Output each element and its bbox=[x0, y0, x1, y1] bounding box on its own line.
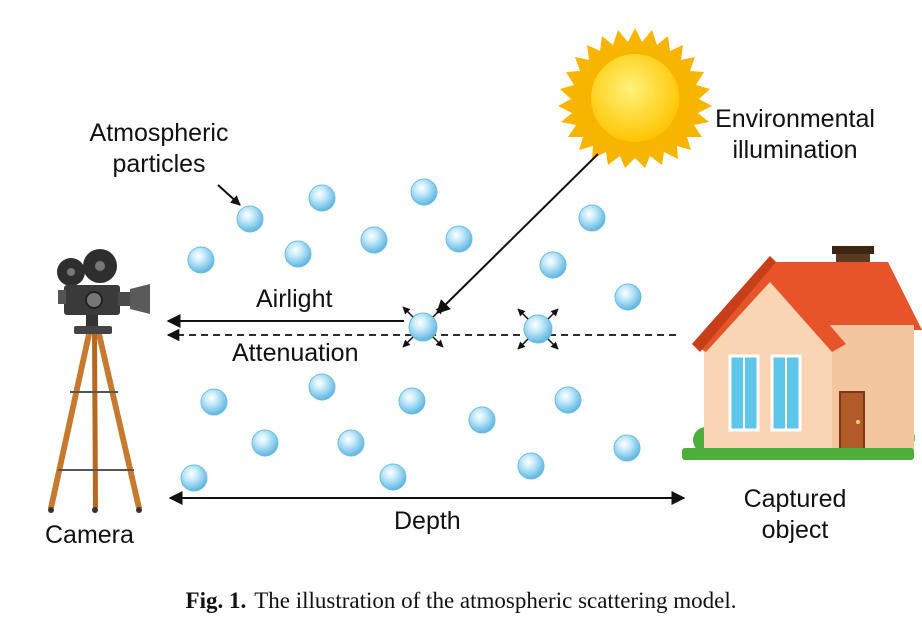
particle-icon bbox=[308, 373, 336, 401]
illumination-arrow bbox=[436, 153, 599, 314]
particle-icon bbox=[284, 240, 312, 268]
particle-icon bbox=[251, 429, 279, 457]
particle-icon bbox=[578, 204, 606, 232]
captured-object-label: Captured object bbox=[743, 485, 847, 545]
particle-icon bbox=[200, 388, 228, 416]
particle-icon bbox=[445, 225, 473, 253]
particle-icon bbox=[398, 387, 426, 415]
particle-icon bbox=[308, 184, 336, 212]
particle-icon bbox=[337, 429, 365, 457]
particle-icon bbox=[187, 246, 215, 274]
caption-number: Fig. 1. bbox=[185, 588, 247, 613]
particle-icon bbox=[468, 406, 496, 434]
particle-icon bbox=[360, 226, 388, 254]
house-icon bbox=[682, 246, 922, 460]
particles-pointer-arrow bbox=[217, 184, 241, 206]
atmospheric-particles-label: Atmospheric particles bbox=[89, 119, 229, 179]
particle-icon bbox=[554, 386, 582, 414]
camera-icon bbox=[48, 249, 150, 513]
particle-icon bbox=[614, 283, 642, 311]
attenuation-label: Attenuation bbox=[232, 339, 359, 367]
figure-caption: Fig. 1. The illustration of the atmospher… bbox=[0, 588, 922, 614]
particle-icon bbox=[523, 314, 553, 344]
particle-icon bbox=[408, 312, 438, 342]
particle-icon bbox=[180, 464, 208, 492]
scattering-particle-2 bbox=[517, 308, 559, 350]
particle-icon bbox=[236, 205, 264, 233]
sun-icon bbox=[558, 28, 712, 168]
depth-label: Depth bbox=[394, 507, 461, 535]
environmental-illumination-label: Environmental illumination bbox=[715, 105, 875, 165]
scattering-particle-1 bbox=[402, 306, 444, 348]
scattering-diagram bbox=[48, 28, 922, 513]
particle-icon bbox=[539, 251, 567, 279]
particle-icon bbox=[517, 452, 545, 480]
camera-label: Camera bbox=[45, 521, 134, 549]
particle-icon bbox=[379, 463, 407, 491]
atmospheric-particles bbox=[180, 178, 642, 492]
caption-text: The illustration of the atmospheric scat… bbox=[254, 588, 737, 613]
sun-core bbox=[589, 52, 681, 144]
particle-icon bbox=[613, 434, 641, 462]
particle-icon bbox=[410, 178, 438, 206]
airlight-label: Airlight bbox=[256, 285, 333, 313]
